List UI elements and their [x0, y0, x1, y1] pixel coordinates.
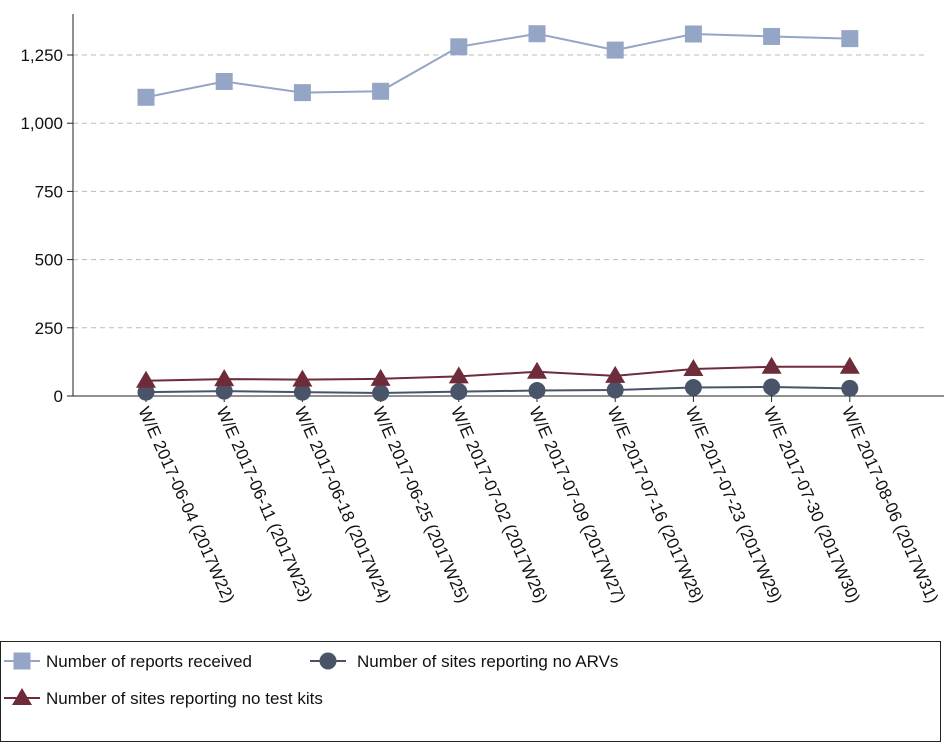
legend-label: Number of sites reporting no ARVs — [357, 652, 618, 671]
data-point — [214, 369, 235, 387]
data-point — [606, 381, 624, 399]
data-point — [370, 368, 391, 386]
y-tick-label: 1,000 — [20, 114, 63, 133]
data-point — [136, 370, 156, 388]
data-point — [841, 379, 859, 397]
data-point — [137, 88, 155, 106]
data-point — [606, 41, 624, 59]
data-point — [528, 25, 546, 43]
legend-marker — [319, 652, 337, 670]
y-tick-labels: 0 250 500 750 1,000 1,250 — [20, 46, 63, 406]
legend-item: Number of sites reporting no test kits — [4, 688, 323, 708]
data-point — [684, 379, 702, 397]
legend-marker — [12, 688, 32, 705]
data-point — [528, 382, 546, 400]
data-point — [137, 383, 155, 401]
data-point — [683, 358, 704, 376]
data-point — [763, 27, 781, 45]
data-point — [372, 82, 390, 100]
data-point — [448, 366, 469, 384]
legend-item: Number of sites reporting no ARVs — [310, 652, 618, 671]
axes — [67, 14, 944, 402]
data-point — [763, 378, 781, 396]
data-point — [293, 383, 311, 401]
series-3 — [136, 356, 860, 388]
series-line — [145, 32, 850, 99]
data-point — [684, 25, 702, 43]
y-tick-label: 500 — [35, 251, 63, 270]
y-tick-label: 750 — [35, 182, 63, 201]
legend-label: Number of reports received — [46, 652, 252, 671]
data-point — [450, 38, 468, 56]
y-tick-label: 1,250 — [20, 46, 63, 65]
series-2 — [137, 378, 859, 402]
data-point — [293, 84, 311, 102]
series-line — [145, 385, 850, 394]
y-tick-label: 0 — [54, 387, 63, 406]
legend-label: Number of sites reporting no test kits — [46, 689, 323, 708]
series-line — [145, 365, 850, 382]
data-point — [215, 382, 233, 400]
data-point — [450, 383, 468, 401]
legend: Number of reports received Number of site… — [0, 641, 941, 742]
y-tick-label: 250 — [35, 319, 63, 338]
data-point — [527, 361, 547, 379]
legend-item: Number of reports received — [4, 652, 252, 671]
x-tick-labels: W/E 2017-06-04 (2017W22)W/E 2017-06-11 (… — [134, 404, 942, 606]
series — [136, 25, 860, 402]
data-point — [841, 30, 859, 48]
data-point — [605, 365, 626, 383]
data-point — [372, 384, 390, 402]
data-point — [292, 369, 313, 387]
data-point — [839, 356, 860, 374]
legend-marker — [13, 652, 31, 670]
data-point — [761, 356, 782, 374]
data-point — [215, 72, 233, 90]
grid-lines — [73, 54, 924, 329]
series-1 — [137, 25, 859, 106]
